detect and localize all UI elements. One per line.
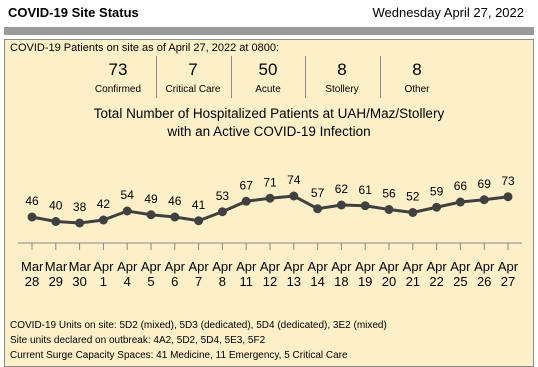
point [51, 217, 61, 226]
point [336, 200, 346, 210]
footer-line: COVID-19 Units on site: 5D2 (mixed), 5D3… [10, 320, 387, 331]
point [408, 208, 418, 217]
stat-value: 8 [337, 60, 347, 79]
data-label: 46 [25, 194, 39, 208]
x-tick-label: Apr 21 [402, 259, 423, 289]
point [146, 210, 156, 220]
point [75, 218, 85, 228]
header-date: Wednesday April 27, 2022 [372, 5, 524, 20]
data-label: 71 [263, 175, 277, 189]
data-label: 53 [216, 189, 230, 203]
x-tick-label: Apr 4 [117, 259, 138, 289]
stat-label: Other [404, 84, 430, 95]
x-tick-label: Apr 13 [283, 259, 304, 289]
stat-value: 8 [412, 60, 422, 79]
header-bar [4, 27, 534, 35]
header-title: COVID-19 Site Status [8, 5, 139, 20]
x-tick-label: Apr 12 [259, 259, 281, 289]
stat: 8 Other [380, 60, 454, 95]
x-tick-label: Apr 26 [474, 259, 495, 289]
stat: 73 Confirmed [81, 60, 155, 95]
x-tick-label: Apr 22 [426, 259, 447, 289]
footer-line: Site units declared on outbreak: 4A2, 5D… [10, 335, 266, 346]
stat-label: Stollery [325, 84, 359, 95]
x-tick-label: Apr 18 [331, 259, 352, 289]
data-label: 69 [478, 177, 492, 191]
footer-line: Current Surge Capacity Spaces: 41 Medici… [10, 350, 348, 361]
x-tick-label: Apr 1 [93, 259, 114, 289]
point [27, 212, 37, 222]
chart-title: Total Number of Hospitalized Patients at… [93, 106, 445, 121]
point [432, 202, 442, 212]
x-tick-label: Apr 20 [378, 259, 400, 289]
stat-label: Critical Care [165, 84, 221, 95]
separator [379, 56, 381, 98]
x-tick-label: Apr 27 [497, 259, 519, 289]
point [98, 215, 108, 225]
summary-heading: COVID-19 Patients on site as of April 27… [10, 42, 280, 54]
data-label: 59 [430, 184, 444, 198]
point [241, 196, 251, 206]
data-label: 52 [406, 190, 420, 204]
data-label: 41 [192, 198, 206, 212]
point [360, 201, 370, 211]
data-label: 67 [240, 178, 254, 192]
x-tick-label: Apr 19 [355, 259, 376, 289]
data-label: 38 [73, 200, 87, 214]
stat-value: 7 [188, 60, 198, 79]
x-tick-label: Apr 11 [236, 259, 257, 289]
chart-subtitle: with an Active COVID-19 Infection [167, 124, 371, 139]
separator [230, 56, 232, 98]
point [217, 207, 227, 217]
point [384, 205, 394, 214]
stat: 8 Stollery [305, 60, 379, 95]
data-label: 73 [501, 174, 515, 188]
stat: 50 Acute [231, 60, 305, 95]
x-tick-label: Apr 14 [307, 259, 328, 289]
point [503, 192, 513, 202]
x-tick-label: Apr 6 [164, 259, 185, 289]
data-label: 42 [97, 197, 111, 211]
x-tick-label: Apr 25 [450, 259, 471, 289]
chart-title-block: Total Number of Hospitalized Patients at… [0, 105, 538, 141]
point [313, 204, 323, 214]
stat-label: Confirmed [94, 84, 142, 95]
point [194, 216, 204, 226]
data-label: 56 [382, 187, 396, 201]
data-label: 49 [144, 192, 158, 206]
separator [305, 56, 306, 98]
x-tick-label: Mar 28 [21, 259, 44, 289]
data-label: 54 [121, 188, 135, 202]
point [455, 197, 465, 207]
x-tick-label: Mar 29 [44, 259, 68, 289]
stat: 7 Critical Care [156, 60, 230, 95]
data-label: 74 [287, 173, 301, 187]
x-tick-label: Apr 8 [212, 259, 233, 289]
data-label: 40 [49, 199, 63, 213]
x-tick-label: Apr 7 [188, 259, 209, 289]
stat-value: 50 [258, 60, 278, 79]
data-label: 62 [335, 182, 349, 196]
point [265, 193, 275, 203]
stat-value: 73 [108, 60, 128, 79]
panel [4, 39, 534, 367]
separator [155, 56, 157, 98]
point [289, 191, 299, 201]
data-label: 46 [168, 194, 182, 208]
point [122, 206, 132, 216]
point [479, 195, 489, 205]
point [170, 212, 180, 222]
x-tick-label: Mar 30 [68, 259, 91, 289]
data-label: 57 [311, 186, 325, 200]
stat-label: Acute [255, 84, 281, 95]
data-label: 61 [359, 183, 373, 197]
x-tick-label: Apr 5 [140, 259, 162, 289]
data-label: 66 [454, 179, 468, 193]
